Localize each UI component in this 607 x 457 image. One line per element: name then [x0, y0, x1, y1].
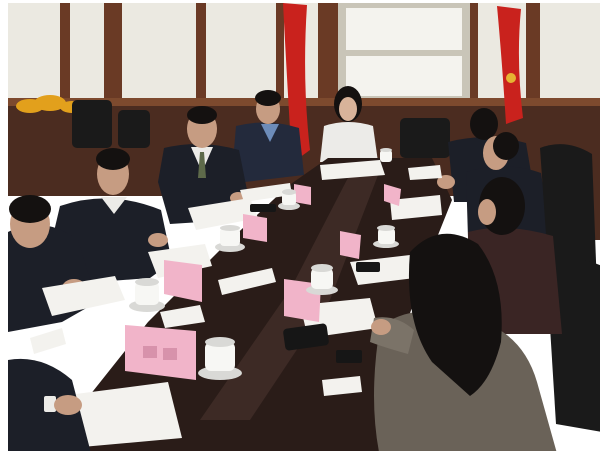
name-placard	[243, 214, 267, 242]
cup-body	[220, 228, 240, 246]
paper	[42, 276, 125, 316]
paper	[68, 382, 182, 447]
tie	[198, 152, 206, 178]
paper	[320, 160, 385, 180]
flag-right	[497, 6, 523, 124]
cup-lid	[220, 225, 240, 231]
name-placard	[384, 184, 401, 206]
back-chair	[118, 110, 150, 148]
window-pane-bottom	[346, 56, 462, 96]
wood-post	[318, 3, 338, 123]
paper	[322, 376, 362, 396]
cup-body	[282, 192, 296, 205]
paper	[160, 305, 205, 328]
name-placard	[294, 184, 311, 205]
person-head-of-table	[320, 86, 378, 162]
person-foreground-left	[8, 358, 91, 451]
flag-emblem-icon	[506, 73, 516, 83]
hair	[255, 90, 281, 106]
cup-body	[205, 342, 235, 371]
paper	[240, 183, 292, 202]
blouse	[320, 122, 378, 162]
cup-lid	[205, 337, 235, 347]
suit	[234, 122, 304, 182]
tea-cup	[373, 225, 399, 248]
tea-cup	[129, 278, 165, 312]
back-chair	[400, 118, 450, 158]
cup-body	[135, 282, 159, 305]
tea-cup	[306, 264, 338, 295]
hand	[148, 233, 168, 247]
wood-post	[60, 3, 70, 118]
name-placards	[125, 184, 401, 380]
name-placard	[125, 325, 196, 380]
flower	[34, 95, 66, 111]
hair	[96, 148, 130, 170]
shirt-cuff	[44, 396, 56, 412]
hair	[493, 132, 519, 160]
hair	[187, 106, 217, 124]
cup-body	[378, 228, 395, 244]
paper	[390, 195, 442, 220]
hand	[437, 175, 455, 189]
cup-lid	[377, 225, 395, 231]
hand	[54, 395, 82, 415]
hair	[470, 108, 498, 140]
name-placard	[164, 260, 202, 302]
tea-cup	[278, 189, 300, 210]
shirt-collar	[101, 197, 127, 214]
cup-lid	[311, 264, 333, 272]
back-chair	[72, 100, 112, 148]
shirt-collar	[261, 124, 279, 142]
person-left-4	[234, 90, 304, 182]
cup-body	[380, 150, 392, 162]
hair	[408, 233, 502, 396]
hand	[371, 319, 391, 335]
flag-left	[283, 3, 310, 163]
tea-cup	[380, 148, 392, 162]
paper	[218, 268, 276, 295]
wood-post	[470, 3, 478, 118]
person-foreground-right	[370, 233, 557, 451]
wood-post	[196, 3, 206, 118]
tea-cup	[198, 337, 242, 380]
cup-lid	[135, 278, 159, 286]
window-pane-top	[346, 8, 462, 50]
placard-ink-blur	[163, 348, 177, 360]
paper	[408, 165, 442, 180]
tea-cup	[215, 225, 245, 252]
wood-post	[276, 3, 284, 118]
face	[339, 97, 357, 121]
cup-body	[311, 268, 333, 289]
face	[478, 199, 496, 225]
phone	[356, 262, 380, 272]
name-placard	[340, 231, 361, 259]
paper	[30, 328, 66, 354]
cup-lid	[380, 148, 392, 152]
wood-post	[104, 3, 122, 118]
cup-lid	[282, 189, 296, 195]
phone	[250, 204, 276, 212]
chair	[546, 258, 600, 432]
hair	[9, 195, 51, 223]
photo-frame	[8, 3, 600, 451]
phone	[336, 350, 362, 363]
paper	[188, 198, 258, 230]
placard-ink-blur	[143, 346, 157, 358]
voice-recorder	[283, 323, 329, 351]
